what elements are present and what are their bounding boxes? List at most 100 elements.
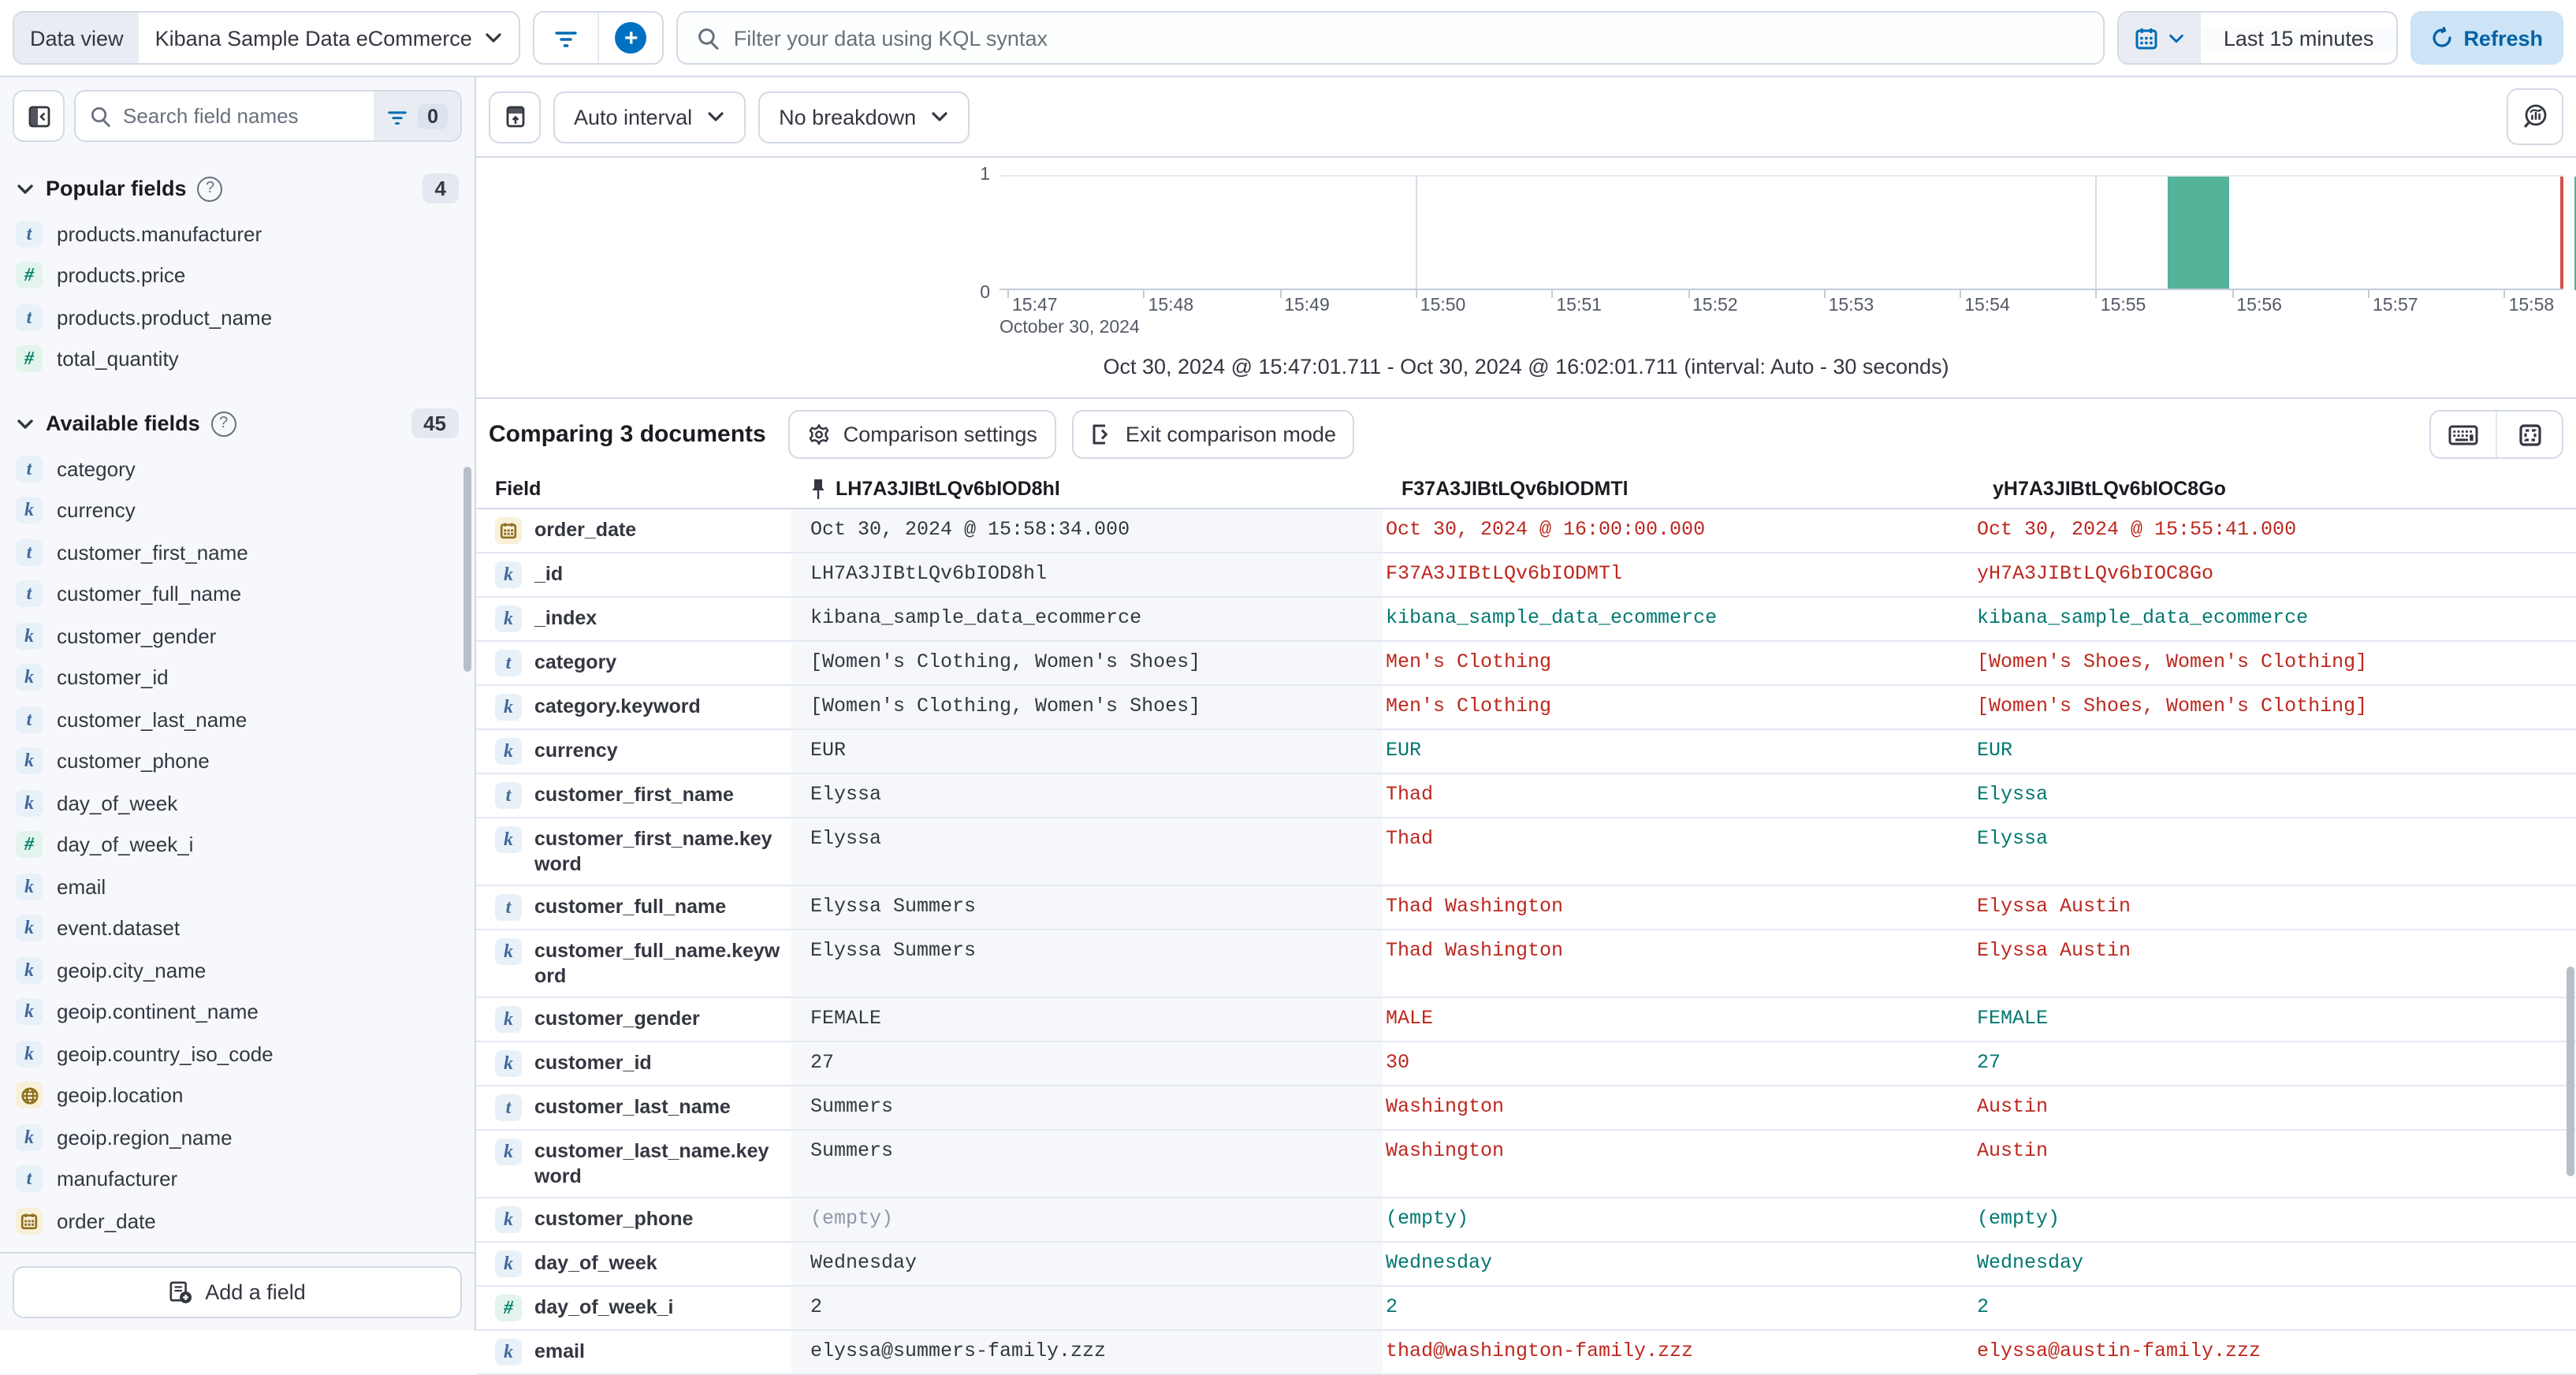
doc-value[interactable]: 2 (1977, 1296, 1990, 1318)
doc-value[interactable]: EUR (1977, 740, 2013, 762)
field-cell[interactable]: k customer_id (476, 1042, 791, 1085)
doc-value[interactable]: Austin (1977, 1140, 2049, 1162)
doc-value[interactable]: kibana_sample_data_ecommerce (1386, 607, 1718, 629)
doc-value[interactable]: 30 (1386, 1052, 1410, 1074)
sidebar-scrollbar[interactable] (463, 467, 471, 672)
doc-value[interactable]: Oct 30, 2024 @ 15:55:41.000 (1977, 519, 2297, 541)
doc-value[interactable]: Austin (1977, 1096, 2049, 1118)
doc-value[interactable]: Wednesday (1977, 1252, 2084, 1274)
available-field-email[interactable]: k email (13, 866, 462, 907)
available-field-customer_phone[interactable]: k customer_phone (13, 740, 462, 782)
doc-value[interactable]: MALE (1386, 1008, 1434, 1030)
pinned-doc-value[interactable]: elyssa@summers-family.zzz (791, 1331, 1383, 1373)
field-column-header[interactable]: Field (495, 478, 542, 500)
doc-value[interactable]: Men's Clothing (1386, 695, 1552, 717)
doc-value[interactable]: yH7A3JIBtLQv6bIOC8Go (1977, 563, 2214, 585)
available-field-event.dataset[interactable]: k event.dataset (13, 907, 462, 949)
doc-value[interactable]: Oct 30, 2024 @ 16:00:00.000 (1386, 519, 1706, 541)
keyboard-shortcuts-button[interactable] (2431, 412, 2496, 457)
histogram-bar[interactable] (2167, 177, 2229, 290)
available-field-geoip.continent_name[interactable]: k geoip.continent_name (13, 991, 462, 1033)
available-field-customer_last_name[interactable]: t customer_last_name (13, 699, 462, 740)
doc-value[interactable]: Elyssa Austin (1977, 940, 2131, 962)
available-field-geoip.city_name[interactable]: k geoip.city_name (13, 949, 462, 991)
field-cell[interactable]: # day_of_week_i (476, 1287, 791, 1329)
doc-value[interactable]: Thad Washington (1386, 896, 1564, 918)
field-cell[interactable]: order_date (476, 509, 791, 552)
pinned-doc-value[interactable]: EUR (791, 730, 1383, 773)
pinned-doc-value[interactable]: Elyssa (791, 774, 1383, 817)
field-cell[interactable]: k _id (476, 553, 791, 596)
field-cell[interactable]: t category (476, 642, 791, 684)
doc-value[interactable]: kibana_sample_data_ecommerce (1977, 607, 2309, 629)
interval-select[interactable]: Auto interval (553, 91, 746, 143)
doc-value[interactable]: EUR (1386, 740, 1422, 762)
available-field-day_of_week[interactable]: k day_of_week (13, 782, 462, 824)
table-scrollbar[interactable] (2567, 967, 2574, 1176)
pinned-doc-value[interactable]: Wednesday (791, 1243, 1383, 1285)
doc-value[interactable]: 27 (1977, 1052, 2001, 1074)
pinned-doc-value[interactable]: Summers (791, 1131, 1383, 1197)
data-view-picker[interactable]: Kibana Sample Data eCommerce (139, 13, 519, 63)
date-picker-button[interactable] (2119, 13, 2202, 63)
field-cell[interactable]: k customer_gender (476, 998, 791, 1041)
available-field-geoip.location[interactable]: geoip.location (13, 1075, 462, 1116)
doc-column-header[interactable]: yH7A3JIBtLQv6bIOC8Go (1993, 478, 2226, 500)
available-field-category[interactable]: t category (13, 448, 462, 490)
doc-value[interactable]: Thad Washington (1386, 940, 1564, 962)
field-cell[interactable]: t customer_first_name (476, 774, 791, 817)
document-histogram[interactable]: 1 0 15:47 15:48 15:49 15:50 15:51 15:52 15:53 1… (476, 158, 2576, 341)
available-field-currency[interactable]: k currency (13, 490, 462, 531)
add-filter-button[interactable] (534, 13, 598, 63)
hide-chart-button[interactable] (489, 91, 541, 143)
field-cell[interactable]: k customer_last_name.keyword (476, 1131, 791, 1197)
available-field-customer_gender[interactable]: k customer_gender (13, 615, 462, 657)
doc-value[interactable]: (empty) (1977, 1208, 2060, 1230)
popular-field-total_quantity[interactable]: # total_quantity (13, 338, 462, 380)
available-field-manufacturer[interactable]: t manufacturer (13, 1158, 462, 1200)
fullscreen-button[interactable] (2496, 412, 2562, 457)
pinned-doc-value[interactable]: Oct 30, 2024 @ 15:58:34.000 (791, 509, 1383, 552)
doc-value[interactable]: [Women's Shoes, Women's Clothing] (1977, 695, 2368, 717)
doc-value[interactable]: Elyssa (1977, 784, 2049, 806)
doc-value[interactable]: Wednesday (1386, 1252, 1493, 1274)
collapse-sidebar-button[interactable] (13, 90, 65, 142)
available-fields-header[interactable]: Available fields ? 45 (16, 408, 459, 438)
doc-value[interactable]: Elyssa Austin (1977, 896, 2131, 918)
doc-value[interactable]: FEMALE (1977, 1008, 2049, 1030)
field-cell[interactable]: k currency (476, 730, 791, 773)
pinned-doc-value[interactable]: 27 (791, 1042, 1383, 1085)
pinned-doc-value[interactable]: Elyssa (791, 818, 1383, 885)
doc-column-header[interactable]: F37A3JIBtLQv6bIODMTl (1402, 478, 1629, 500)
field-filter-button[interactable]: 0 (374, 91, 460, 140)
pinned-doc-value[interactable]: kibana_sample_data_ecommerce (791, 598, 1383, 640)
pinned-doc-value[interactable]: 2 (791, 1287, 1383, 1329)
kql-search-input[interactable]: Filter your data using KQL syntax (676, 11, 2105, 65)
pinned-doc-value[interactable]: FEMALE (791, 998, 1383, 1041)
comparison-settings-button[interactable]: Comparison settings (787, 410, 1056, 459)
doc-value[interactable]: 2 (1386, 1296, 1398, 1318)
pinned-doc-value[interactable]: Elyssa Summers (791, 886, 1383, 929)
add-field-button[interactable]: Add a field (13, 1266, 462, 1318)
pinned-doc-column-header[interactable]: LH7A3JIBtLQv6bIOD8hl (791, 477, 1383, 501)
available-field-geoip.country_iso_code[interactable]: k geoip.country_iso_code (13, 1033, 462, 1075)
popular-field-products.product_name[interactable]: t products.product_name (13, 296, 462, 338)
popular-field-products.price[interactable]: # products.price (13, 255, 462, 296)
field-cell[interactable]: k day_of_week (476, 1243, 791, 1285)
doc-value[interactable]: Elyssa (1977, 828, 2049, 850)
field-cell[interactable]: k customer_phone (476, 1198, 791, 1241)
field-cell[interactable]: t customer_full_name (476, 886, 791, 929)
doc-value[interactable]: thad@washington-family.zzz (1386, 1340, 1694, 1362)
field-cell[interactable]: t customer_last_name (476, 1086, 791, 1129)
refresh-button[interactable]: Refresh (2410, 11, 2563, 65)
pinned-doc-value[interactable]: Elyssa Summers (791, 930, 1383, 997)
pinned-doc-value[interactable]: [Women's Clothing, Women's Shoes] (791, 642, 1383, 684)
available-field-customer_full_name[interactable]: t customer_full_name (13, 573, 462, 615)
doc-value[interactable]: Men's Clothing (1386, 651, 1552, 673)
doc-value[interactable]: (empty) (1386, 1208, 1469, 1230)
pinned-doc-value[interactable]: LH7A3JIBtLQv6bIOD8hl (791, 553, 1383, 596)
popular-fields-header[interactable]: Popular fields ? 4 (16, 173, 459, 203)
doc-value[interactable]: Washington (1386, 1096, 1505, 1118)
exit-comparison-button[interactable]: Exit comparison mode (1071, 410, 1355, 459)
pinned-doc-value[interactable]: (empty) (791, 1198, 1383, 1241)
